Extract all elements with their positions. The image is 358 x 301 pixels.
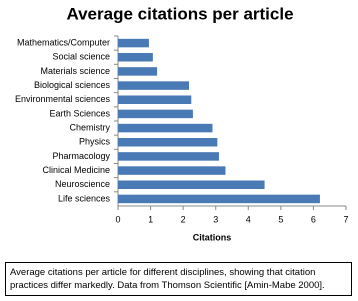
y-tick-label: Clinical Medicine (42, 165, 110, 175)
bar (118, 138, 218, 147)
bar (118, 95, 192, 104)
caption: Average citations per article for differ… (5, 262, 352, 296)
bar (118, 67, 158, 76)
y-tick-label: Mathematics/Computer (17, 37, 110, 47)
y-tick-label: Materials science (40, 66, 110, 76)
bar (118, 53, 153, 62)
x-tick-label: 7 (343, 214, 348, 224)
y-tick-label: Earth Sciences (49, 108, 110, 118)
x-axis-label: Citations (193, 232, 232, 242)
x-tick-label: 2 (181, 214, 186, 224)
x-tick-label: 3 (213, 214, 218, 224)
bar (118, 152, 219, 161)
x-tick-label: 4 (246, 214, 251, 224)
bar (118, 81, 190, 90)
x-tick-label: 5 (278, 214, 283, 224)
bar (118, 109, 193, 119)
x-tick-label: 1 (148, 214, 153, 224)
bar (118, 194, 320, 204)
chart-title: Average citations per article (66, 4, 293, 23)
x-tick-label: 0 (115, 214, 120, 224)
y-tick-label: Physics (79, 137, 111, 147)
y-tick-label: Biological sciences (34, 80, 111, 90)
y-tick-label: Environmental sciences (15, 94, 111, 104)
bar (118, 38, 149, 48)
y-tick-label: Social science (52, 52, 110, 62)
bar (118, 166, 226, 175)
y-tick-label: Life sciences (58, 193, 111, 203)
bar (118, 180, 265, 189)
y-tick-label: Neuroscience (55, 179, 110, 189)
x-tick-label: 6 (311, 214, 316, 224)
y-tick-label: Pharmacology (52, 151, 110, 161)
chart: Average citations per article Citations … (15, 4, 349, 242)
bar (118, 123, 213, 133)
y-tick-label: Chemistry (69, 122, 110, 132)
